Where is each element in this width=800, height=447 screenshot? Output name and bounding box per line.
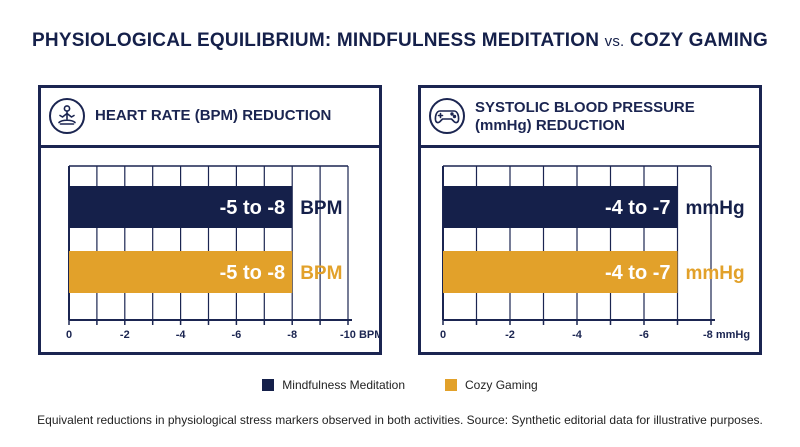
legend-swatch-navy [262, 379, 275, 391]
bar-value-label: -5 to -8 [220, 197, 286, 219]
x-tick-label: -8 mmHg [703, 329, 750, 341]
x-tick-label: -10 BPM [340, 329, 379, 341]
bar-unit-label: mmHg [686, 198, 745, 219]
bar-unit-label: mmHg [686, 263, 745, 284]
panel-title: HEART RATE (BPM) REDUCTION [95, 107, 331, 125]
bar-meditation [443, 186, 678, 228]
legend: Mindfulness Meditation Cozy Gaming [0, 378, 800, 392]
bar-value-label: -4 to -7 [605, 197, 671, 219]
heart-rate-panel: HEART RATE (BPM) REDUCTION 0 -2 -4 -6 -8 -10 … [38, 85, 382, 355]
x-tick-label: -4 [176, 329, 187, 341]
title-vs: vs. [604, 33, 625, 50]
x-tick-label: 0 [440, 329, 446, 341]
bar-gaming [69, 251, 293, 293]
chart-title: PHYSIOLOGICAL EQUILIBRIUM: MINDFULNESS M… [0, 30, 800, 52]
bar-value-label: -4 to -7 [605, 262, 671, 284]
bar-meditation [69, 186, 293, 228]
x-tick-label: -4 [572, 329, 583, 341]
x-tick-label: -2 [505, 329, 515, 341]
panel-header: HEART RATE (BPM) REDUCTION [41, 88, 379, 148]
legend-item-gaming: Cozy Gaming [445, 378, 538, 392]
panel-title-line-1: SYSTOLIC BLOOD PRESSURE [475, 99, 695, 116]
x-tick-label: 0 [66, 329, 72, 341]
legend-label: Cozy Gaming [465, 378, 538, 392]
legend-label: Mindfulness Meditation [282, 378, 406, 392]
heart-rate-plot: 0 -2 -4 -6 -8 -10 BPM -5 to -8 BPM -5 to -8 BPM [66, 165, 379, 341]
bar-unit-label: BPM [300, 263, 342, 284]
title-part1: PHYSIOLOGICAL EQUILIBRIUM: MINDFULNESS M… [32, 30, 600, 51]
bar-value-label: -5 to -8 [220, 262, 286, 284]
panel-title-line: HEART RATE (BPM) REDUCTION [95, 107, 332, 124]
x-tick-label: -8 [287, 329, 297, 341]
panel-title-line-2: (mmHg) REDUCTION [475, 117, 625, 134]
x-tick-label: -6 [232, 329, 242, 341]
legend-item-meditation: Mindfulness Meditation [262, 378, 405, 392]
title-part2: COZY GAMING [629, 30, 768, 51]
footnote: Equivalent reductions in physiological s… [37, 413, 763, 427]
gamepad-icon [429, 98, 465, 134]
blood-pressure-panel: SYSTOLIC BLOOD PRESSURE (mmHg) REDUCTION… [418, 85, 762, 355]
panel-title: SYSTOLIC BLOOD PRESSURE (mmHg) REDUCTION [475, 99, 695, 135]
blood-pressure-plot: 0 -2 -4 -6 -8 mmHg -4 to -7 mmHg -4 to -7 mmHg [440, 165, 750, 341]
legend-swatch-gold [445, 379, 458, 391]
panel-header: SYSTOLIC BLOOD PRESSURE (mmHg) REDUCTION [421, 88, 759, 148]
bar-unit-label: BPM [300, 198, 342, 219]
x-tick-label: -6 [639, 329, 649, 341]
bar-gaming [443, 251, 678, 293]
meditation-icon [49, 98, 85, 134]
x-tick-label: -2 [120, 329, 130, 341]
